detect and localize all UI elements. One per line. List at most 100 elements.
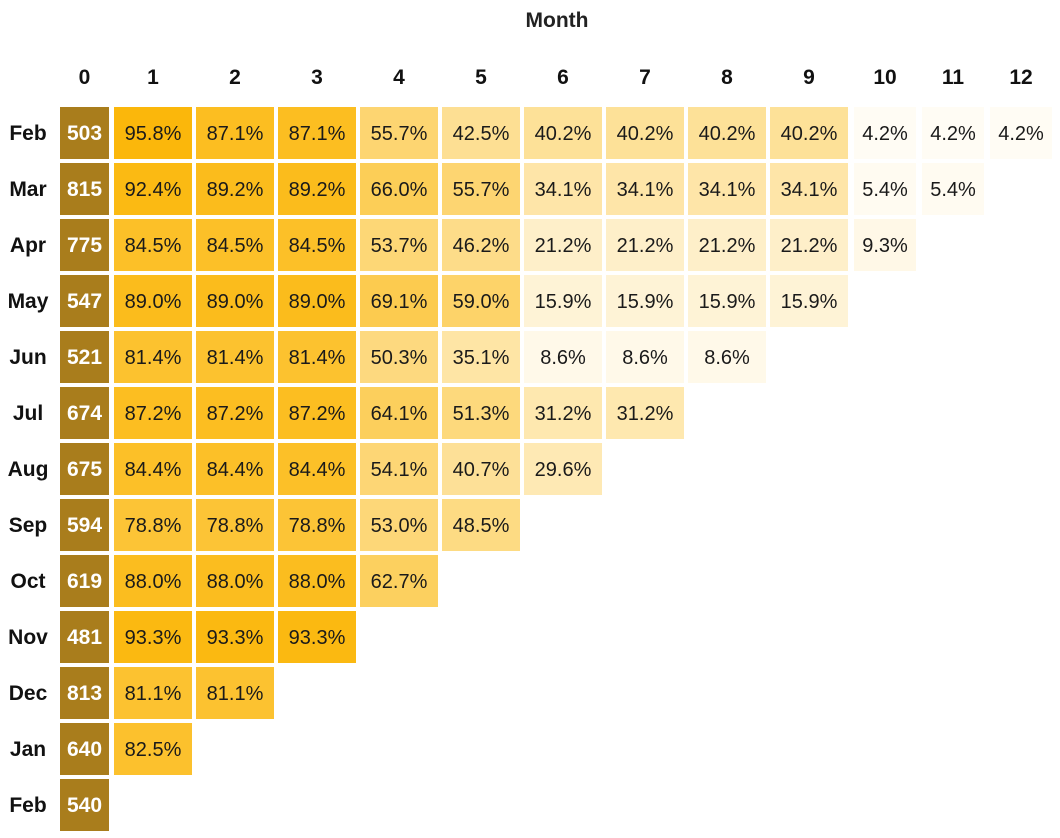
count-label: 675 [67,458,102,481]
heatmap-cell [196,107,274,159]
cell-value: 31.2% [535,403,592,425]
count-label: 813 [67,682,102,705]
cell-value: 66.0% [371,179,428,201]
heatmap-cell [114,667,192,719]
cell-value: 50.3% [371,347,428,369]
heatmap-cell [770,275,848,327]
heatmap-cell [114,331,192,383]
heatmap-cell [196,219,274,271]
heatmap-cell [606,107,684,159]
cell-value: 34.1% [617,179,674,201]
count-cell [60,443,109,495]
cell-value: 31.2% [617,403,674,425]
count-cell [60,723,109,775]
column-header-10: 10 [873,66,896,89]
heatmap-cell [360,275,438,327]
cell-value: 40.2% [535,123,592,145]
heatmap-cell [196,555,274,607]
count-cell [60,667,109,719]
cell-value: 15.9% [535,291,592,313]
cell-value: 87.1% [289,123,346,145]
heatmap-cell [688,107,766,159]
count-label: 640 [67,738,102,761]
heatmap-cell [278,611,356,663]
heatmap-cell [442,107,520,159]
heatmap-cell [278,443,356,495]
cell-value: 84.5% [207,235,264,257]
cell-value: 93.3% [125,627,182,649]
row-label: Sep [9,514,48,537]
cell-value: 81.4% [125,347,182,369]
heatmap-cell [278,331,356,383]
cell-value: 78.8% [125,515,182,537]
cell-value: 4.2% [930,123,976,145]
cell-value: 89.2% [207,179,264,201]
row-label: Jun [9,346,46,369]
cell-value: 93.3% [207,627,264,649]
cell-value: 69.1% [371,291,428,313]
cell-value: 42.5% [453,123,510,145]
chart-title: Month [526,9,589,32]
cell-value: 87.2% [207,403,264,425]
cell-value: 84.5% [289,235,346,257]
heatmap-cell [278,107,356,159]
cell-value: 34.1% [699,179,756,201]
cell-value: 21.2% [617,235,674,257]
heatmap-cell [854,219,916,271]
column-header-9: 9 [803,66,815,89]
heatmap-cell [360,163,438,215]
cell-value: 35.1% [453,347,510,369]
count-cell [60,331,109,383]
count-label: 547 [67,290,102,313]
heatmap-cell [278,555,356,607]
cell-value: 89.0% [289,291,346,313]
cell-value: 93.3% [289,627,346,649]
heatmap-cell [854,107,916,159]
heatmap-cell [278,387,356,439]
cell-value: 87.2% [289,403,346,425]
row-label: Mar [9,178,46,201]
heatmap-cell [606,219,684,271]
heatmap-cell [606,331,684,383]
cell-value: 87.1% [207,123,264,145]
cell-value: 84.4% [207,459,264,481]
heatmap-cell [606,163,684,215]
row-labels: Feb Mar Apr May Jun Jul Aug Sep Oct Nov Dec Jan Feb [8,122,49,817]
column-header-3: 3 [311,66,323,89]
heatmap-cell [196,667,274,719]
heatmap-cell [770,219,848,271]
heatmap-cell [196,163,274,215]
cell-value: 21.2% [781,235,838,257]
heatmap-cell [114,499,192,551]
heatmap-cell [278,499,356,551]
count-label: 481 [67,626,102,649]
count-label: 594 [67,514,102,537]
row-label: Nov [8,626,48,649]
heatmap-cell [196,275,274,327]
row-label: Dec [9,682,48,705]
cell-value: 81.1% [125,683,182,705]
column-header-12: 12 [1009,66,1032,89]
cell-value: 59.0% [453,291,510,313]
cell-value: 89.2% [289,179,346,201]
cell-value: 21.2% [699,235,756,257]
count-label: 521 [67,346,102,369]
cell-value: 81.4% [289,347,346,369]
count-cell [60,499,109,551]
heatmap-cell [114,723,192,775]
count-label: 619 [67,570,102,593]
cell-value: 53.7% [371,235,428,257]
heatmap-cell [524,163,602,215]
heatmap-cell [278,275,356,327]
heatmap-cell [524,443,602,495]
heatmap-cell [442,499,520,551]
cell-value: 15.9% [781,291,838,313]
cell-value: 4.2% [862,123,908,145]
cell-value: 55.7% [371,123,428,145]
cell-value: 15.9% [699,291,756,313]
heatmap-cell [606,387,684,439]
count-label: 540 [67,794,102,817]
cell-value: 84.5% [125,235,182,257]
heatmap-cell [114,107,192,159]
count-cell [60,107,109,159]
